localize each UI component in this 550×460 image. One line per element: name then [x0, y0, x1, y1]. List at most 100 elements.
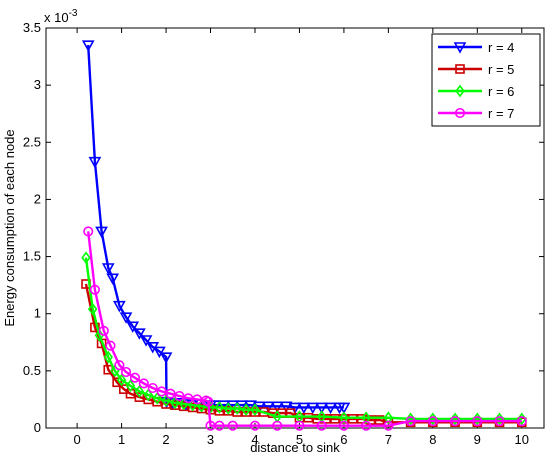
- data-point: [125, 379, 136, 393]
- data-point: [87, 302, 98, 316]
- data-point: [383, 411, 394, 425]
- legend-item: r = 7: [438, 106, 514, 121]
- data-point: [244, 400, 257, 412]
- x-tick-label: 9: [474, 432, 481, 447]
- data-point: [427, 416, 438, 427]
- data-point: [338, 420, 349, 431]
- data-point: [374, 415, 385, 425]
- data-point: [516, 416, 527, 427]
- x-tick-label: 1: [118, 432, 125, 447]
- data-point: [279, 401, 293, 413]
- y-tick-label: 0.5: [23, 363, 41, 378]
- legend-marker: [455, 84, 465, 98]
- exponent-base: x 10: [44, 10, 69, 25]
- legend-label: r = 6: [488, 84, 514, 99]
- y-tick-label: 1: [34, 306, 41, 321]
- data-point: [105, 340, 116, 351]
- data-point: [159, 352, 173, 364]
- data-point: [316, 420, 327, 431]
- data-point: [165, 388, 176, 399]
- data-point: [261, 401, 275, 413]
- data-point: [81, 251, 91, 265]
- legend-marker: [454, 107, 466, 119]
- data-point: [81, 40, 95, 52]
- data-point: [361, 411, 371, 425]
- series-r-6: [81, 251, 527, 426]
- x-tick-label: 2: [162, 432, 169, 447]
- axis-ticks: 0 1 2 3 4 5 6 7 8 9 10 0 0.5 1 1.5 2 2.5 3 3.5: [23, 20, 544, 447]
- data-point: [174, 390, 185, 402]
- data-point: [223, 402, 234, 415]
- data-point: [156, 386, 167, 397]
- data-point: [103, 350, 113, 364]
- data-point: [288, 402, 302, 415]
- data-point: [88, 156, 102, 169]
- data-point: [106, 273, 120, 285]
- data-point: [472, 416, 483, 427]
- x-tick-label: 8: [429, 432, 436, 447]
- data-point: [361, 420, 372, 431]
- data-point: [170, 396, 180, 410]
- data-point: [203, 396, 214, 407]
- data-point: [152, 391, 162, 405]
- data-point: [339, 411, 349, 425]
- data-point: [119, 312, 133, 324]
- data-point: [241, 403, 251, 417]
- data-point: [272, 420, 283, 431]
- x-tick-label: 10: [515, 432, 529, 447]
- data-point: [306, 402, 320, 415]
- x-tick-label: 5: [296, 432, 303, 447]
- data-point: [126, 321, 140, 333]
- data-point: [94, 329, 105, 342]
- data-point: [143, 388, 154, 402]
- data-point: [330, 414, 340, 424]
- x-tick-label: 4: [251, 432, 258, 447]
- data-point: [297, 402, 311, 415]
- data-point: [95, 226, 108, 239]
- data-point: [214, 401, 225, 414]
- y-tick-label: 2.5: [23, 134, 41, 149]
- data-point: [138, 378, 149, 389]
- legend-label: r = 7: [488, 106, 514, 121]
- data-point: [232, 402, 242, 415]
- data-point: [139, 335, 153, 347]
- legend-marker: [455, 64, 465, 74]
- data-point: [321, 414, 331, 424]
- x-tick-label: 3: [207, 432, 214, 447]
- data-point: [114, 360, 125, 371]
- data-point: [315, 402, 329, 415]
- y-axis-label: Energy consumption of each node: [2, 129, 17, 326]
- data-point: [113, 300, 126, 313]
- data-point: [214, 420, 225, 431]
- data-point: [227, 420, 238, 431]
- y-tick-label: 2: [34, 191, 41, 206]
- data-point: [153, 346, 166, 359]
- data-point: [89, 284, 100, 295]
- x-tick-label: 6: [340, 432, 347, 447]
- data-point: [90, 322, 100, 333]
- data-point: [494, 416, 505, 427]
- data-point: [337, 402, 351, 415]
- x-axis-label: distance to sink: [250, 440, 340, 455]
- data-point: [112, 377, 122, 388]
- y-tick-label: 1.5: [23, 249, 41, 264]
- data-point: [383, 420, 394, 431]
- data-point: [250, 403, 260, 417]
- data-point: [270, 401, 284, 413]
- data-point: [405, 416, 416, 427]
- data-point: [147, 382, 158, 394]
- x-tick-label: 0: [74, 432, 81, 447]
- legend-marker: [453, 42, 467, 54]
- y-axis-exponent: x 10-3: [44, 8, 78, 25]
- y-tick-label: 0: [34, 420, 41, 435]
- legend-item: r = 6: [438, 84, 514, 99]
- data-point: [134, 385, 145, 398]
- legend-item: r = 5: [438, 62, 514, 77]
- exponent-power: -3: [69, 8, 78, 19]
- series-layer: [81, 40, 527, 431]
- x-tick-label: 7: [385, 432, 392, 447]
- data-point: [98, 325, 109, 336]
- legend-label: r = 4: [488, 40, 514, 55]
- data-point: [324, 402, 337, 415]
- legend: r = 4 r = 5 r = 6 r = 7: [431, 33, 541, 127]
